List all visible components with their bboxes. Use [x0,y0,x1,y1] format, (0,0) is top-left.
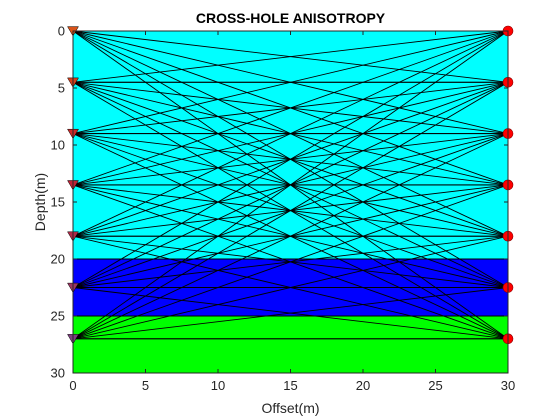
ray-path-2-0 [72,30,509,135]
x-tick-label-6: 30 [501,378,515,393]
y-tick-label-6: 30 [51,366,65,381]
x-tick-label-0: 0 [69,378,76,393]
ray-path-6-4 [72,235,509,340]
ray-path-3-0 [72,30,509,186]
tick-labels: 0 5 10 15 20 25 30 0 5 10 15 20 25 30 [51,24,516,394]
x-tick-label-2: 10 [211,378,225,393]
y-axis-label: Depth(m) [32,173,48,231]
layer-fill-2 [73,316,508,373]
y-tick-label-5: 25 [51,309,65,324]
ray-path-4-0 [72,30,509,237]
chart-title: CROSS-HOLE ANISOTROPY [196,10,386,26]
y-tick-label-1: 5 [58,81,65,96]
x-tick-label-5: 25 [428,378,442,393]
y-tick-label-3: 15 [51,195,65,210]
ray-path-5-0 [72,30,509,288]
y-tick-label-0: 0 [58,24,65,39]
x-axis-label: Offset(m) [261,400,319,416]
y-tick-label-2: 10 [51,138,65,153]
ray-path-6-1 [72,81,509,340]
layer-fill-0 [73,31,508,259]
x-tick-label-1: 5 [142,378,149,393]
ray-paths [72,30,509,340]
ray-path-6-2 [72,133,509,340]
y-tick-label-4: 20 [51,252,65,267]
ray-path-6-5 [72,287,509,340]
ray-path-1-0 [72,30,509,83]
x-tick-label-3: 15 [283,378,297,393]
ray-path-6-0 [72,30,509,340]
x-tick-label-4: 20 [356,378,370,393]
ray-path-6-3 [72,184,509,340]
ticks [72,30,509,374]
